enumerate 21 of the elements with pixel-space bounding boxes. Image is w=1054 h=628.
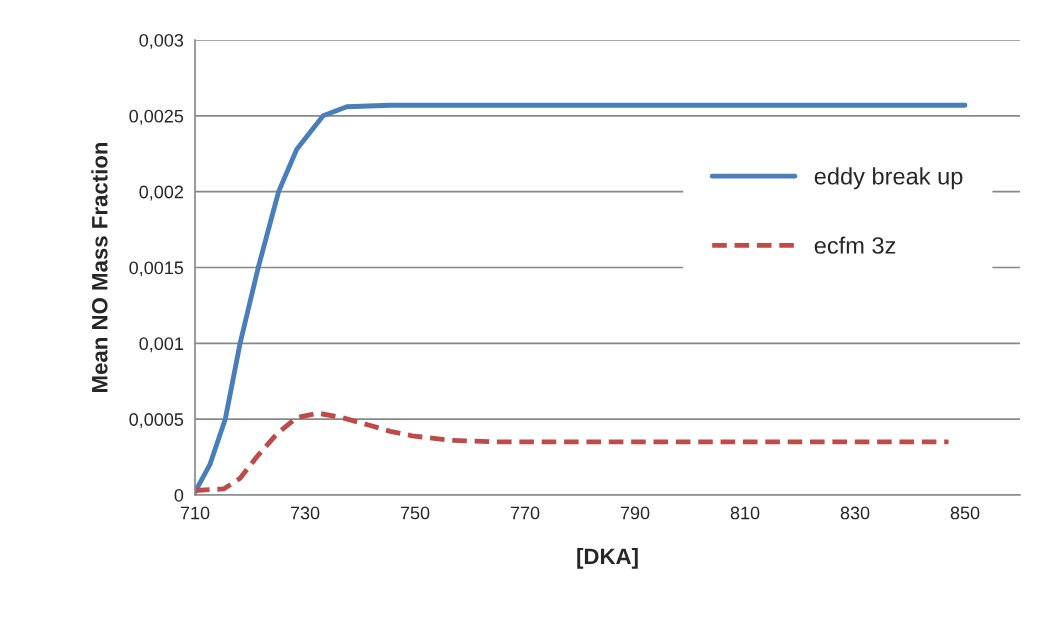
y-tick-label: 0,0025 — [129, 109, 184, 125]
y-tick-label: 0,003 — [139, 33, 184, 49]
y-tick-label: 0,0005 — [129, 413, 184, 429]
x-tick-label: 770 — [510, 506, 540, 520]
line-series — [195, 102, 968, 495]
line-series — [195, 410, 951, 493]
y-tick-label: 0,0015 — [129, 261, 184, 277]
y-axis-title: Mean NO Mass Fraction — [91, 142, 108, 392]
x-tick-label: 830 — [840, 506, 870, 520]
y-tick-label: 0,001 — [139, 337, 184, 353]
x-tick-label: 850 — [950, 506, 980, 520]
x-tick-label: 710 — [180, 506, 210, 520]
legend-label: ecfm 3z — [814, 236, 896, 254]
y-tick-label: 0 — [174, 488, 184, 502]
legend-label: eddy break up — [814, 167, 963, 190]
y-tick-label: 0,002 — [139, 185, 183, 201]
x-tick-label: 810 — [730, 506, 760, 520]
x-tick-label: 750 — [400, 506, 430, 520]
x-tick-label: 730 — [290, 506, 320, 520]
x-axis-title: [DKA] — [577, 547, 638, 569]
x-tick-label: 790 — [620, 506, 650, 520]
